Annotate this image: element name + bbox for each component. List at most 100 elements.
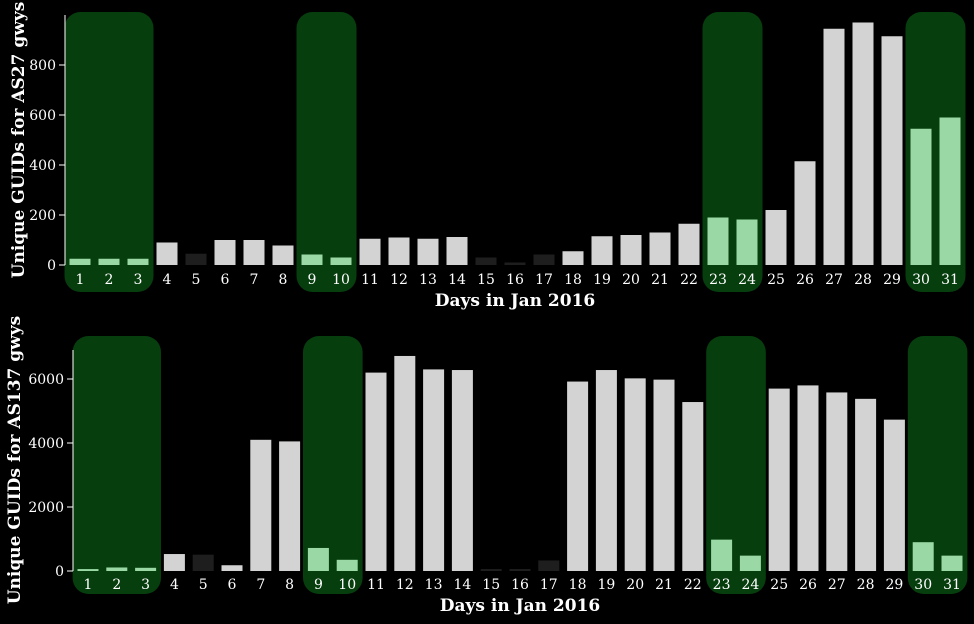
bar-1-day-16 <box>504 262 526 265</box>
bar-2-day-8 <box>279 441 301 571</box>
bar-1-day-13 <box>417 238 439 265</box>
bar-1-day-7 <box>243 240 265 265</box>
bar-1-day-18 <box>562 251 584 265</box>
x-tick-label-2-18: 18 <box>569 577 587 593</box>
x-tick-label-1-28: 28 <box>854 272 872 288</box>
bar-1-day-11 <box>359 238 381 265</box>
bar-2-day-23 <box>711 539 733 571</box>
y-tick-label-1-600: 600 <box>29 108 56 124</box>
bar-1-day-30 <box>910 128 932 265</box>
bar-2-day-26 <box>797 385 819 571</box>
bar-1-day-26 <box>794 161 816 265</box>
bar-1-day-2 <box>98 258 120 265</box>
x-tick-label-1-13: 13 <box>419 272 437 288</box>
bar-2-day-10 <box>336 559 358 571</box>
bar-2-day-18 <box>567 381 589 571</box>
x-tick-label-2-15: 15 <box>482 577 500 593</box>
bar-2-day-1 <box>77 569 99 571</box>
x-tick-label-2-17: 17 <box>540 577 558 593</box>
y-tick-label-2-4000: 4000 <box>28 436 64 452</box>
weekend-shade-2-1 <box>72 336 161 594</box>
bar-2-day-7 <box>250 439 272 571</box>
x-tick-label-2-20: 20 <box>626 577 644 593</box>
y-axis-title-2: Unique GUIDs for AS137 gwys <box>5 316 25 605</box>
x-tick-label-2-26: 26 <box>799 577 817 593</box>
x-tick-label-1-12: 12 <box>390 272 408 288</box>
y-tick-label-2-2000: 2000 <box>28 500 64 516</box>
bar-1-day-17 <box>533 254 555 265</box>
bar-1-day-24 <box>736 219 758 265</box>
bar-2-day-13 <box>423 369 445 571</box>
x-tick-label-2-16: 16 <box>511 577 529 593</box>
x-tick-label-1-29: 29 <box>883 272 901 288</box>
y-tick-label-1-400: 400 <box>29 158 56 174</box>
x-tick-label-2-1: 1 <box>84 577 93 593</box>
bar-2-day-5 <box>192 554 214 571</box>
bar-1-day-22 <box>678 223 700 265</box>
x-tick-label-1-3: 3 <box>134 272 143 288</box>
bar-1-day-23 <box>707 217 729 265</box>
bar-2-day-30 <box>912 542 934 571</box>
bar-2-day-16 <box>509 569 531 571</box>
x-tick-label-2-2: 2 <box>112 577 121 593</box>
x-tick-label-2-7: 7 <box>256 577 265 593</box>
x-tick-label-2-24: 24 <box>741 577 759 593</box>
bar-2-day-15 <box>480 569 502 571</box>
bar-1-day-10 <box>330 257 352 265</box>
x-tick-label-1-23: 23 <box>709 272 727 288</box>
x-tick-label-2-22: 22 <box>684 577 702 593</box>
bar-2-day-6 <box>221 565 243 571</box>
bar-2-day-3 <box>135 567 157 571</box>
x-tick-label-1-14: 14 <box>448 272 466 288</box>
weekend-shade-2-3 <box>706 336 766 594</box>
y-axis-title-1: Unique GUIDs for AS27 gwys <box>9 2 29 279</box>
x-tick-label-2-11: 11 <box>367 577 385 593</box>
bar-1-day-28 <box>852 22 874 265</box>
x-tick-label-2-13: 13 <box>425 577 443 593</box>
bar-2-day-9 <box>307 547 329 571</box>
y-tick-label-2-0: 0 <box>55 564 64 580</box>
x-tick-label-1-27: 27 <box>825 272 843 288</box>
bar-1-day-31 <box>939 117 961 265</box>
x-tick-label-1-9: 9 <box>308 272 317 288</box>
x-tick-label-1-30: 30 <box>912 272 930 288</box>
bar-1-day-9 <box>301 254 323 265</box>
bar-1-day-5 <box>185 253 207 265</box>
bar-2-day-12 <box>394 355 416 571</box>
x-tick-label-1-31: 31 <box>941 272 959 288</box>
bar-2-day-19 <box>595 370 617 571</box>
bar-2-day-17 <box>538 560 560 571</box>
bar-1-day-25 <box>765 210 787 265</box>
x-tick-label-1-8: 8 <box>279 272 288 288</box>
bar-2-day-11 <box>365 372 387 571</box>
bar-2-day-22 <box>682 402 704 571</box>
y-tick-label-1-0: 0 <box>47 258 56 274</box>
x-tick-label-1-4: 4 <box>163 272 172 288</box>
x-tick-label-2-12: 12 <box>396 577 414 593</box>
bar-2-day-27 <box>826 392 848 571</box>
bar-1-day-15 <box>475 257 497 265</box>
bar-2-day-2 <box>106 567 128 571</box>
bar-1-day-29 <box>881 36 903 265</box>
x-tick-label-1-15: 15 <box>477 272 495 288</box>
x-tick-label-2-28: 28 <box>857 577 875 593</box>
x-tick-label-1-19: 19 <box>593 272 611 288</box>
bar-2-day-14 <box>451 370 473 571</box>
bar-1-day-4 <box>156 242 178 265</box>
bar-1-day-14 <box>446 237 468 265</box>
y-tick-label-2-6000: 6000 <box>28 372 64 388</box>
x-tick-label-2-21: 21 <box>655 577 673 593</box>
x-tick-label-2-4: 4 <box>170 577 179 593</box>
x-tick-label-1-22: 22 <box>680 272 698 288</box>
x-tick-label-1-1: 1 <box>76 272 85 288</box>
x-axis-title-2: Days in Jan 2016 <box>440 596 601 616</box>
x-tick-label-1-24: 24 <box>738 272 756 288</box>
x-tick-label-2-30: 30 <box>914 577 932 593</box>
x-tick-label-1-10: 10 <box>332 272 350 288</box>
bar-1-day-8 <box>272 245 294 265</box>
bar-2-day-20 <box>624 378 646 571</box>
y-tick-label-1-200: 200 <box>29 208 56 224</box>
y-tick-label-1-800: 800 <box>29 58 56 74</box>
